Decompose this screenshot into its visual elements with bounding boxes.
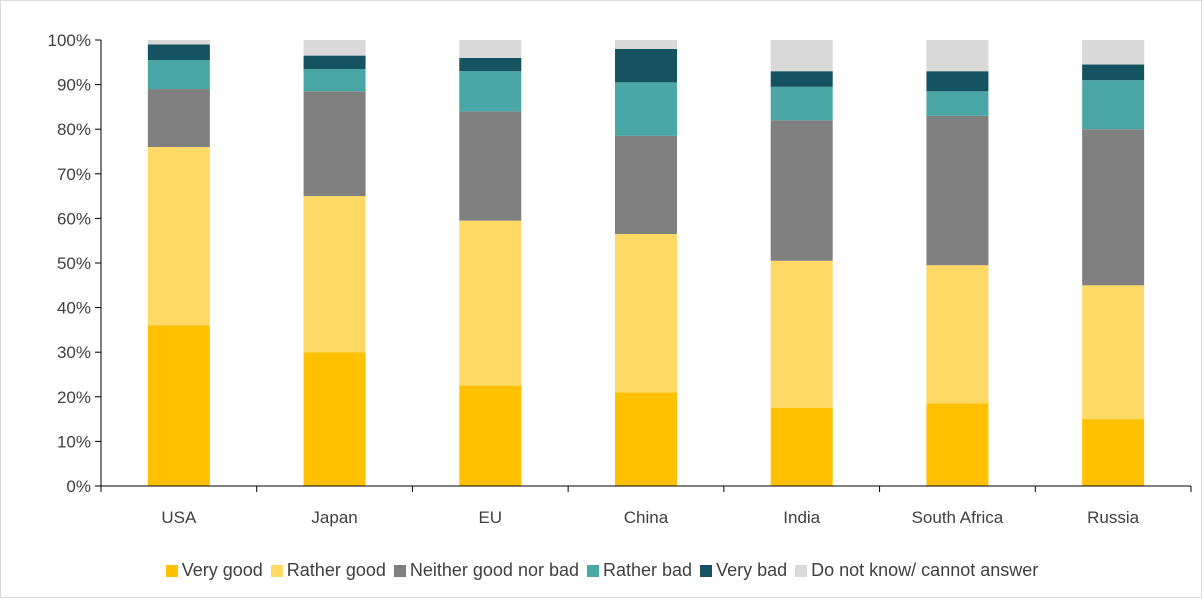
bar-south-africa-series-0: [926, 403, 989, 486]
bar-eu-series-0: [459, 385, 522, 486]
y-tick-label: 40%: [57, 299, 91, 318]
x-tick-label: India: [783, 508, 820, 527]
legend-label: Do not know/ cannot answer: [811, 560, 1039, 580]
y-tick-label: 90%: [57, 76, 91, 95]
y-tick-label: 30%: [57, 343, 91, 362]
bar-japan-series-5: [303, 40, 366, 56]
y-tick-label: 80%: [57, 120, 91, 139]
bar-south-africa-series-3: [926, 91, 989, 116]
legend-swatch: [700, 564, 713, 577]
bar-india-series-3: [770, 86, 833, 121]
x-tick-label: Russia: [1087, 508, 1140, 527]
legend-label: Rather bad: [603, 560, 693, 580]
x-tick-label: Japan: [311, 508, 357, 527]
y-tick-label: 10%: [57, 432, 91, 451]
bar-south-africa-series-5: [926, 40, 989, 72]
legend-item: Rather bad: [587, 560, 692, 581]
legend-item: Very good: [165, 560, 263, 581]
bar-china-series-4: [615, 48, 677, 83]
legend-item: Very bad: [700, 560, 787, 581]
bar-usa-series-4: [147, 44, 210, 61]
bar-south-africa-series-1: [926, 265, 989, 404]
bar-china-series-3: [615, 82, 677, 136]
legend-item: Do not know/ cannot answer: [795, 560, 1038, 581]
bar-china-series-5: [615, 40, 677, 49]
y-tick-label: 70%: [57, 165, 91, 184]
bar-china-series-2: [615, 135, 677, 235]
legend-label: Rather good: [286, 560, 386, 580]
bar-south-africa-series-4: [926, 71, 989, 92]
bar-japan-series-1: [303, 196, 366, 353]
bar-eu-series-1: [459, 220, 522, 386]
bar-china-series-0: [615, 392, 677, 486]
bar-russia-series-1: [1082, 285, 1145, 420]
bar-eu-series-3: [459, 71, 522, 112]
legend-item: Neither good nor bad: [393, 560, 579, 581]
x-tick-label: China: [624, 508, 669, 527]
x-tick-label: EU: [478, 508, 502, 527]
legend-swatch: [270, 564, 283, 577]
bar-japan-series-0: [303, 352, 366, 486]
x-tick-label: South Africa: [912, 508, 1004, 527]
bar-eu-series-5: [459, 40, 522, 58]
bar-india-series-0: [770, 407, 833, 486]
bar-south-africa-series-2: [926, 115, 989, 266]
legend-swatch: [587, 564, 599, 577]
y-tick-label: 60%: [57, 209, 91, 228]
bar-usa-series-2: [147, 89, 210, 148]
bar-usa-series-1: [147, 147, 210, 326]
legend-label: Very bad: [716, 560, 788, 580]
legend-item: Rather good: [270, 560, 386, 581]
bar-usa-series-5: [147, 40, 210, 45]
x-tick-label: USA: [161, 508, 197, 527]
legend-label: Neither good nor bad: [409, 560, 579, 580]
y-tick-label: 100%: [48, 31, 91, 50]
bar-eu-series-2: [459, 111, 522, 221]
bar-china-series-1: [615, 234, 677, 393]
legend-swatch: [165, 564, 178, 577]
bar-russia-series-3: [1082, 80, 1145, 130]
bar-japan-series-4: [303, 55, 366, 69]
legend-swatch: [795, 564, 808, 577]
bar-japan-series-3: [303, 68, 366, 92]
bar-india-series-1: [770, 260, 833, 408]
bar-russia-series-2: [1082, 129, 1145, 286]
y-tick-label: 50%: [57, 254, 91, 273]
bar-india-series-2: [770, 120, 833, 261]
bar-russia-series-5: [1082, 40, 1145, 65]
bar-eu-series-4: [459, 57, 522, 72]
bar-usa-series-0: [147, 325, 210, 486]
bar-russia-series-4: [1082, 64, 1145, 81]
bar-japan-series-2: [303, 91, 366, 197]
y-tick-label: 20%: [57, 388, 91, 407]
bar-usa-series-3: [147, 60, 210, 90]
bar-india-series-4: [770, 71, 833, 87]
legend-label: Very good: [181, 560, 263, 580]
legend-swatch: [393, 564, 406, 577]
legend: Very good Rather good Neither good nor bad…: [0, 560, 1204, 581]
bar-india-series-5: [770, 40, 833, 72]
bar-russia-series-0: [1082, 419, 1145, 486]
y-tick-label: 0%: [66, 477, 91, 496]
